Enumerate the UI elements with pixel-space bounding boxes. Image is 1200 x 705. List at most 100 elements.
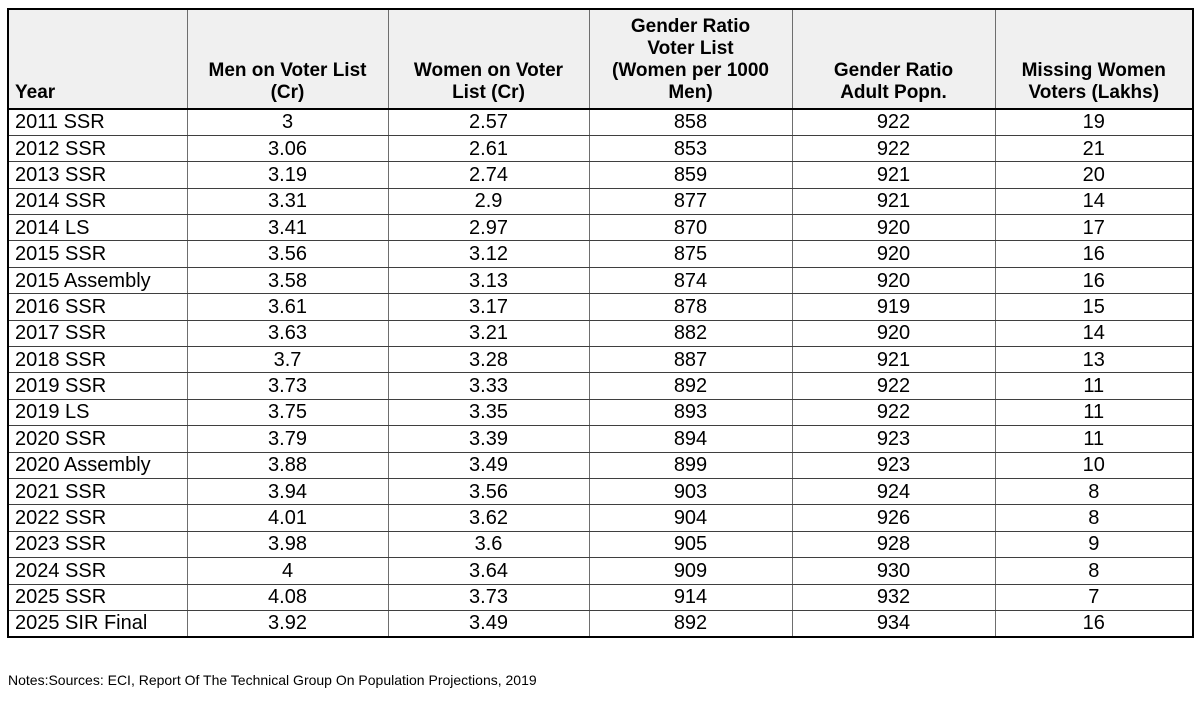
column-header-line: Men on Voter List	[208, 60, 367, 81]
table-cell: 19	[994, 108, 1194, 136]
table-cell: 2011 SSR	[7, 108, 188, 136]
table-cell: 920	[791, 240, 996, 268]
table-cell: 14	[994, 187, 1194, 216]
table-cell: 10	[994, 451, 1194, 479]
table-cell: 3.6	[387, 530, 590, 559]
table-row: 2025 SSR 4.08 3.73 914 932 7	[7, 583, 1194, 611]
table-cell: 16	[994, 266, 1194, 295]
table-cell: 2021 SSR	[7, 477, 188, 506]
column-header: Men on Voter List (Cr)	[186, 9, 389, 110]
table-row: 2020 SSR 3.79 3.39 894 923 11	[7, 425, 1194, 453]
table-cell: 3.49	[387, 451, 590, 479]
table-cell: 3.73	[387, 583, 590, 611]
table-cell: 2025 SSR	[7, 583, 188, 611]
table-cell: 3.88	[186, 451, 389, 479]
table-cell: 859	[588, 161, 793, 189]
table-cell: 921	[791, 161, 996, 189]
column-header: Women on Voter List (Cr)	[387, 9, 590, 110]
table-cell: 3.75	[186, 398, 389, 427]
table-cell: 3.49	[387, 609, 590, 638]
table-cell: 14	[994, 319, 1194, 348]
table-row: 2020 Assembly 3.88 3.49 899 923 10	[7, 451, 1194, 479]
table-cell: 920	[791, 214, 996, 242]
table-cell: 4.01	[186, 504, 389, 532]
table-cell: 3.92	[186, 609, 389, 638]
column-header-line: (Women per 1000	[612, 60, 769, 81]
column-header-line: (Cr)	[270, 82, 305, 103]
table-cell: 2019 LS	[7, 398, 188, 427]
table-cell: 3.61	[186, 293, 389, 321]
table-cell: 3.63	[186, 319, 389, 348]
table-cell: 13	[994, 346, 1194, 374]
column-header-line: Voters (Lakhs)	[1028, 82, 1160, 103]
table-cell: 919	[791, 293, 996, 321]
table-cell: 16	[994, 609, 1194, 638]
table-cell: 3.06	[186, 134, 389, 163]
table-row: 2023 SSR 3.98 3.6 905 928 9	[7, 530, 1194, 559]
table-cell: 914	[588, 583, 793, 611]
table-cell: 922	[791, 398, 996, 427]
table-cell: 3.62	[387, 504, 590, 532]
table-cell: 3	[186, 108, 389, 136]
table-cell: 2025 SIR Final	[7, 609, 188, 638]
table-cell: 11	[994, 398, 1194, 427]
table-cell: 11	[994, 425, 1194, 453]
table-cell: 3.58	[186, 266, 389, 295]
table-cell: 930	[791, 557, 996, 585]
table-cell: 892	[588, 609, 793, 638]
table-cell: 2.61	[387, 134, 590, 163]
table-cell: 874	[588, 266, 793, 295]
table-cell: 892	[588, 372, 793, 400]
table-cell: 3.31	[186, 187, 389, 216]
table-cell: 4.08	[186, 583, 389, 611]
voter-list-table: Year Men on Voter List (Cr) Women on Voter L…	[7, 8, 1194, 638]
table-cell: 11	[994, 372, 1194, 400]
column-header-line: Gender Ratio	[833, 60, 954, 81]
table-row: 2022 SSR 4.01 3.62 904 926 8	[7, 504, 1194, 532]
table-row: 2017 SSR 3.63 3.21 882 920 14	[7, 319, 1194, 348]
table-row: 2015 SSR 3.56 3.12 875 920 16	[7, 240, 1194, 268]
table-row: 2018 SSR 3.7 3.28 887 921 13	[7, 346, 1194, 374]
table-cell: 887	[588, 346, 793, 374]
table-cell: 3.35	[387, 398, 590, 427]
table-cell: 853	[588, 134, 793, 163]
table-cell: 920	[791, 319, 996, 348]
table-cell: 3.19	[186, 161, 389, 189]
table-row: 2019 SSR 3.73 3.33 892 922 11	[7, 372, 1194, 400]
table-cell: 2.9	[387, 187, 590, 216]
table-row: 2014 SSR 3.31 2.9 877 921 14	[7, 187, 1194, 216]
column-header-line: Year	[15, 82, 56, 103]
table-cell: 2014 LS	[7, 214, 188, 242]
table-cell: 2016 SSR	[7, 293, 188, 321]
table-row: 2012 SSR 3.06 2.61 853 922 21	[7, 134, 1194, 163]
column-header: Gender Ratio Adult Popn.	[791, 9, 996, 110]
table-cell: 2014 SSR	[7, 187, 188, 216]
table-cell: 2020 SSR	[7, 425, 188, 453]
table-cell: 3.21	[387, 319, 590, 348]
table-cell: 870	[588, 214, 793, 242]
table-cell: 921	[791, 346, 996, 374]
table-row: 2014 LS 3.41 2.97 870 920 17	[7, 214, 1194, 242]
header-row: Year Men on Voter List (Cr) Women on Voter L…	[7, 9, 1194, 110]
table-header: Year Men on Voter List (Cr) Women on Voter L…	[7, 9, 1194, 110]
table-cell: 882	[588, 319, 793, 348]
table-cell: 8	[994, 477, 1194, 506]
column-header-line: Gender Ratio	[630, 16, 751, 37]
table-cell: 9	[994, 530, 1194, 559]
table-cell: 3.41	[186, 214, 389, 242]
table-row: 2016 SSR 3.61 3.17 878 919 15	[7, 293, 1194, 321]
table-cell: 2020 Assembly	[7, 451, 188, 479]
table-cell: 934	[791, 609, 996, 638]
table-cell: 905	[588, 530, 793, 559]
table-cell: 903	[588, 477, 793, 506]
table-cell: 3.7	[186, 346, 389, 374]
table-cell: 899	[588, 451, 793, 479]
column-header-line: List (Cr)	[452, 82, 525, 103]
table-cell: 922	[791, 108, 996, 136]
table-cell: 926	[791, 504, 996, 532]
source-note: Notes:Sources: ECI, Report Of The Techni…	[8, 672, 537, 688]
table-cell: 21	[994, 134, 1194, 163]
table-cell: 8	[994, 504, 1194, 532]
voter-list-table-wrap: Year Men on Voter List (Cr) Women on Voter L…	[7, 8, 1194, 638]
table-row: 2021 SSR 3.94 3.56 903 924 8	[7, 477, 1194, 506]
